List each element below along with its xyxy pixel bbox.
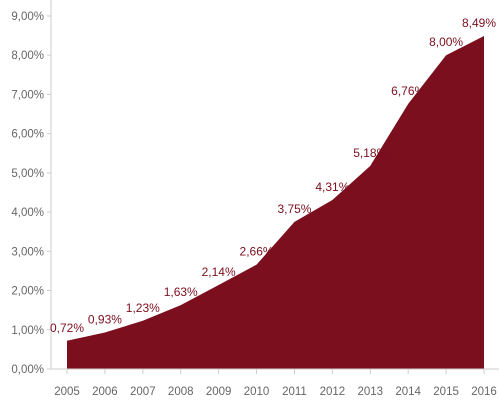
x-tick-label: 2013	[357, 386, 383, 398]
y-tick-label: 3,00%	[11, 246, 44, 258]
data-label: 1,23%	[126, 301, 160, 315]
y-tick-label: 9,00%	[11, 11, 44, 23]
data-label: 8,49%	[462, 16, 496, 30]
x-tick-label: 2008	[168, 386, 194, 398]
x-tick-label: 2010	[244, 386, 270, 398]
y-tick-label: 6,00%	[11, 129, 44, 141]
x-tick-label: 2011	[282, 386, 307, 398]
y-tick-label: 8,00%	[11, 50, 44, 62]
data-label: 3,75%	[277, 202, 311, 216]
y-tick-label: 5,00%	[11, 168, 44, 180]
y-tick-label: 2,00%	[11, 286, 44, 298]
x-tick-label: 2016	[471, 386, 497, 398]
area-series	[67, 36, 484, 369]
y-tick-label: 4,00%	[11, 207, 44, 219]
data-label: 0,93%	[88, 313, 122, 327]
data-label: 0,72%	[50, 321, 84, 335]
x-tick-label: 2015	[433, 386, 459, 398]
x-tick-label: 2012	[320, 386, 346, 398]
data-label: 8,00%	[429, 35, 463, 49]
data-label: 6,76%	[391, 84, 425, 98]
x-tick-label: 2009	[206, 386, 232, 398]
y-tick-label: 7,00%	[11, 89, 44, 101]
data-label: 2,14%	[202, 265, 236, 279]
y-tick-label: 0,00%	[11, 364, 44, 376]
x-tick-label: 2006	[92, 386, 118, 398]
data-label: 2,66%	[240, 245, 274, 259]
x-tick-label: 2014	[395, 386, 421, 398]
data-labels: 0,72% 0,93% 1,23% 1,63% 2,14% 2,66% 3,75% 4,31%…	[50, 16, 496, 335]
x-tick-label: 2005	[54, 386, 80, 398]
data-label: 1,63%	[164, 285, 198, 299]
y-axis-ticks: 0,00% 1,00% 2,00% 3,00% 4,00% 5,00% 6,00% 7,00%…	[11, 11, 51, 376]
x-axis-ticks: 2005 2006 2007 2008 2009 2010 2011 2012 2013 2014…	[54, 369, 497, 398]
data-label: 4,31%	[315, 180, 349, 194]
data-label: 5,18%	[353, 146, 387, 160]
x-tick-label: 2007	[130, 386, 156, 398]
y-tick-label: 1,00%	[11, 325, 44, 337]
